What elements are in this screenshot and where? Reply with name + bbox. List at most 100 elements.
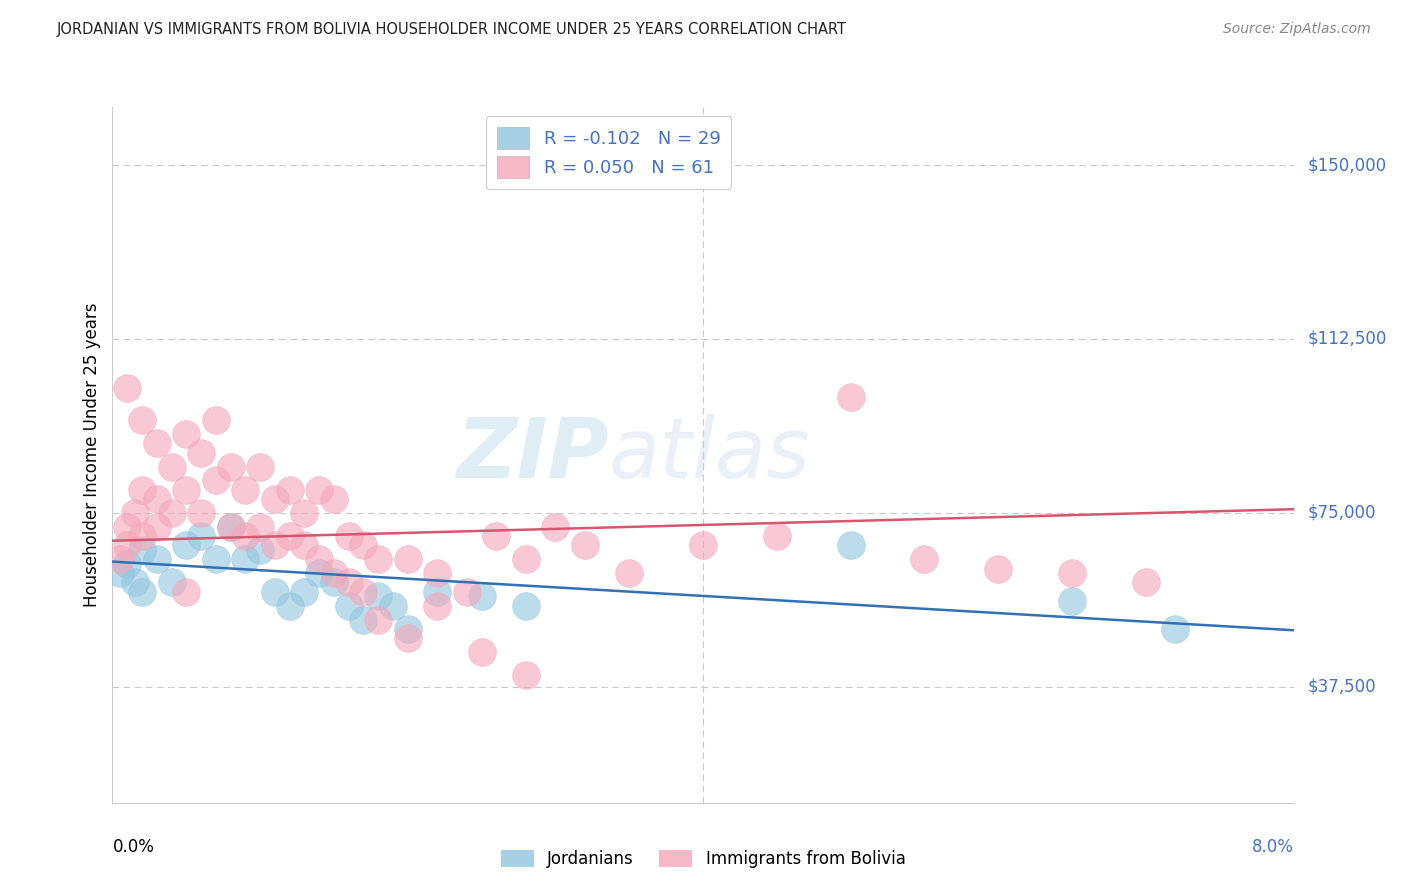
Point [233, 552, 256, 566]
Point [839, 390, 862, 404]
Legend: Jordanians, Immigrants from Bolivia: Jordanians, Immigrants from Bolivia [494, 843, 912, 875]
Point [515, 599, 537, 613]
Text: 0.0%: 0.0% [112, 838, 155, 856]
Point [308, 483, 330, 497]
Point [233, 483, 256, 497]
Text: Source: ZipAtlas.com: Source: ZipAtlas.com [1223, 22, 1371, 37]
Point [426, 584, 449, 599]
Point [323, 566, 346, 581]
Point [323, 575, 346, 590]
Point [160, 575, 183, 590]
Point [352, 613, 374, 627]
Point [839, 538, 862, 552]
Point [131, 543, 153, 558]
Point [471, 590, 494, 604]
Point [456, 584, 478, 599]
Point [174, 538, 197, 552]
Point [337, 599, 360, 613]
Point [108, 552, 131, 566]
Point [515, 668, 537, 682]
Text: $75,000: $75,000 [1308, 504, 1376, 522]
Point [117, 557, 138, 571]
Point [190, 506, 212, 520]
Point [249, 459, 271, 474]
Point [174, 483, 197, 497]
Point [485, 529, 508, 543]
Point [396, 552, 419, 566]
Point [515, 552, 537, 566]
Point [692, 538, 714, 552]
Point [146, 520, 169, 534]
Point [233, 529, 256, 543]
Point [426, 566, 449, 581]
Point [323, 491, 346, 506]
Point [249, 543, 271, 558]
Point [367, 590, 389, 604]
Point [146, 552, 169, 566]
Point [337, 575, 360, 590]
Y-axis label: Householder Income Under 25 years: Householder Income Under 25 years [83, 302, 101, 607]
Point [264, 538, 287, 552]
Point [264, 584, 287, 599]
Point [131, 483, 153, 497]
Point [278, 599, 301, 613]
Point [765, 529, 787, 543]
Point [160, 506, 183, 520]
Text: atlas: atlas [609, 415, 810, 495]
Point [337, 529, 360, 543]
Point [131, 584, 153, 599]
Point [544, 520, 567, 534]
Point [396, 631, 419, 645]
Point [160, 459, 183, 474]
Point [1164, 622, 1187, 636]
Point [914, 552, 936, 566]
Point [219, 520, 242, 534]
Point [308, 552, 330, 566]
Point [292, 584, 315, 599]
Text: 8.0%: 8.0% [1251, 838, 1294, 856]
Point [131, 413, 153, 427]
Point [219, 459, 242, 474]
Point [367, 552, 389, 566]
Point [205, 413, 228, 427]
Point [396, 622, 419, 636]
Point [205, 552, 228, 566]
Point [190, 529, 212, 543]
Point [1062, 566, 1084, 581]
Point [292, 538, 315, 552]
Point [174, 427, 197, 442]
Point [278, 483, 301, 497]
Point [367, 613, 389, 627]
Point [352, 584, 374, 599]
Point [205, 474, 228, 488]
Point [190, 445, 212, 459]
Point [352, 538, 374, 552]
Point [174, 584, 197, 599]
Point [108, 566, 131, 581]
Point [264, 491, 287, 506]
Text: $37,500: $37,500 [1308, 678, 1376, 696]
Point [249, 520, 271, 534]
Point [124, 575, 146, 590]
Point [987, 561, 1010, 575]
Point [1062, 594, 1084, 608]
Point [619, 566, 641, 581]
Point [117, 538, 138, 552]
Point [117, 381, 138, 395]
Point [146, 436, 169, 450]
Point [131, 529, 153, 543]
Point [308, 566, 330, 581]
Point [117, 520, 138, 534]
Point [471, 645, 494, 659]
Point [426, 599, 449, 613]
Point [219, 520, 242, 534]
Text: $112,500: $112,500 [1308, 330, 1386, 348]
Point [292, 506, 315, 520]
Text: JORDANIAN VS IMMIGRANTS FROM BOLIVIA HOUSEHOLDER INCOME UNDER 25 YEARS CORRELATI: JORDANIAN VS IMMIGRANTS FROM BOLIVIA HOU… [56, 22, 846, 37]
Text: ZIP: ZIP [456, 415, 609, 495]
Point [278, 529, 301, 543]
Point [1135, 575, 1157, 590]
Point [574, 538, 596, 552]
Legend: R = -0.102   N = 29, R = 0.050   N = 61: R = -0.102 N = 29, R = 0.050 N = 61 [486, 116, 731, 189]
Point [124, 506, 146, 520]
